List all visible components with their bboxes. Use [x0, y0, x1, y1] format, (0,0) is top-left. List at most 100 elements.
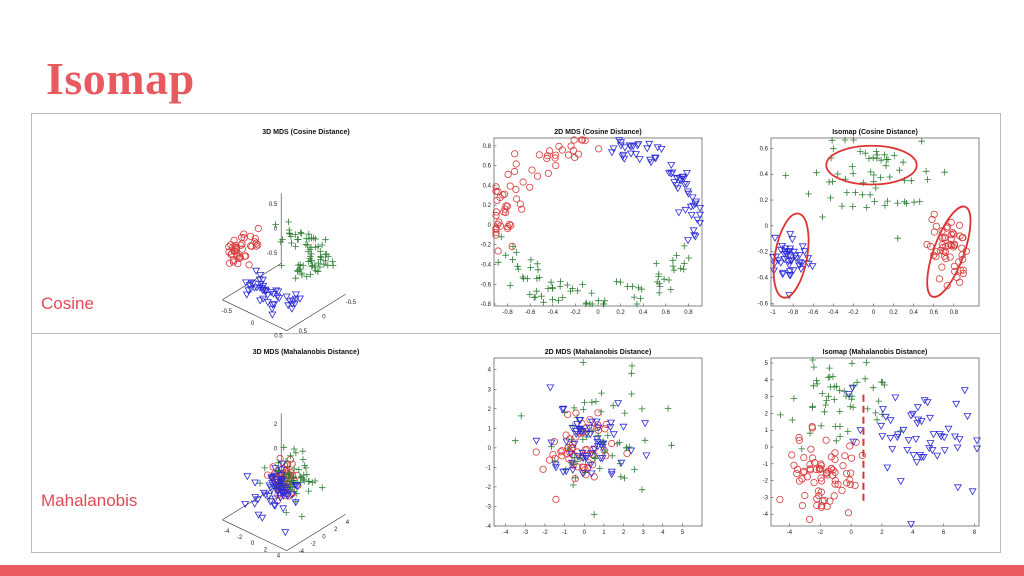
data-point-triangle [643, 145, 652, 153]
data-point-plus [810, 382, 817, 390]
data-point-plus [621, 474, 628, 482]
data-point-plus [595, 297, 602, 304]
data-point-circle [949, 243, 958, 251]
data-point-circle [838, 486, 846, 494]
data-point-triangle [696, 211, 704, 219]
data-point-circle [829, 466, 837, 474]
data-point-plus [873, 416, 881, 424]
data-point-plus [869, 384, 877, 391]
data-point-triangle [547, 439, 556, 447]
data-point-triangle [575, 417, 584, 425]
data-point-plus [826, 373, 834, 381]
data-point-circle [516, 200, 524, 208]
data-point-triangle [856, 427, 865, 435]
x-tick-label: 0 [849, 530, 853, 536]
data-point-triangle [883, 464, 892, 472]
data-point-plus [821, 408, 828, 416]
data-point-plus [318, 241, 326, 249]
data-point-circle [558, 146, 566, 154]
data-point-triangle [586, 461, 595, 469]
data-point-circle [790, 461, 798, 469]
y-tick-label: -0.4 [481, 262, 492, 268]
data-point-circle [276, 454, 284, 463]
data-point-triangle [276, 494, 285, 502]
x-tick-label: 0.8 [684, 310, 693, 316]
data-point-plus [314, 243, 322, 250]
data-point-plus [515, 265, 522, 273]
data-point-triangle [796, 259, 804, 267]
data-point-triangle [256, 271, 265, 280]
data-point-plus [588, 289, 595, 297]
data-point-plus [668, 442, 675, 449]
data-point-circle [543, 152, 552, 160]
data-point-circle [940, 252, 949, 260]
data-point-plus [309, 262, 316, 269]
data-point-triangle [593, 435, 602, 443]
data-point-circle [570, 136, 578, 144]
data-point-plus [681, 242, 688, 250]
data-point-plus [667, 286, 675, 293]
z-tick-label: -0.5 [267, 251, 278, 257]
data-point-circle [247, 242, 255, 250]
highlight-ellipse [825, 144, 918, 186]
data-point-plus [583, 299, 590, 307]
x-tick-label: 0.6 [662, 310, 671, 316]
data-point-triangle [625, 142, 634, 150]
data-point-triangle [585, 424, 594, 432]
data-point-triangle [667, 162, 676, 170]
plot-3d-mds-mahalanobis: 3D MDS (Mahalanobis Distance) -4 -2 0 2 4 -4 -2… [222, 349, 359, 560]
data-point-plus [626, 443, 633, 451]
data-point-plus [579, 359, 587, 366]
plot-isomap-mahalanobis: Isomap (Mahalanobis Distance) -4 -2 0 2 4 6 8 5 4… [763, 349, 981, 536]
data-point-circle [949, 229, 957, 237]
data-point-triangle [678, 174, 687, 182]
data-point-plus [875, 397, 882, 405]
data-point-triangle [960, 387, 969, 395]
y-tick-label: 2 [488, 407, 492, 413]
data-point-circle [507, 221, 515, 230]
data-point-circle [539, 465, 547, 473]
x-tick-label: -2 [818, 530, 824, 536]
data-point-plus [827, 194, 834, 202]
data-point-triangle [281, 484, 290, 492]
data-point-plus [680, 265, 687, 273]
data-point-triangle [268, 305, 277, 313]
data-point-triangle [893, 434, 902, 442]
data-point-plus [789, 416, 796, 424]
data-point-plus [598, 389, 605, 397]
data-point-triangle [551, 461, 560, 469]
data-point-triangle [692, 198, 701, 206]
data-point-triangle [261, 491, 270, 499]
data-point-plus [825, 374, 832, 381]
data-point-triangle [680, 181, 689, 189]
data-point-plus [299, 456, 307, 463]
data-point-triangle [771, 234, 779, 242]
data-point-plus [621, 409, 629, 417]
x-tick-label: 1 [602, 530, 606, 536]
data-point-triangle [267, 289, 276, 297]
data-point-triangle [893, 431, 902, 439]
data-point-circle [827, 465, 836, 473]
y-tick-label: 0 [488, 446, 492, 452]
y-tick-label: 0.4 [483, 183, 492, 189]
data-point-circle [814, 487, 823, 495]
data-point-triangle [691, 233, 700, 241]
y-tick-label: 0.5 [299, 329, 308, 335]
row-label-cosine: Cosine [41, 294, 94, 313]
y-tick-label: -1 [763, 462, 769, 468]
data-point-plus [777, 411, 784, 419]
data-point-triangle [293, 483, 302, 491]
data-point-plus [597, 408, 605, 416]
data-point-triangle [251, 479, 260, 487]
data-point-triangle [617, 139, 626, 147]
y-tick-label: -1 [486, 465, 492, 471]
data-point-triangle [256, 297, 265, 305]
data-point-plus [303, 235, 310, 242]
x-tick-label: 4 [277, 554, 281, 560]
data-point-plus [628, 362, 636, 370]
data-point-circle [550, 438, 558, 446]
data-point-plus [572, 474, 579, 482]
y-tick-label: 2 [334, 527, 338, 533]
data-point-triangle [940, 434, 949, 442]
data-point-circle [562, 431, 570, 439]
